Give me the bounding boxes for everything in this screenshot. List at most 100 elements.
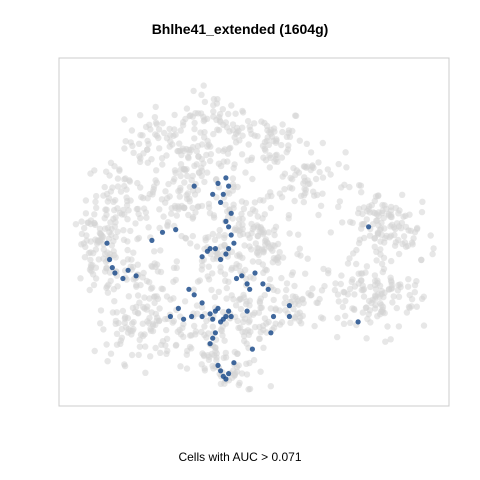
cell-point [137,131,144,139]
cell-point [127,227,134,235]
cell-point [371,243,378,250]
cell-point [299,295,306,303]
cell-point [319,174,327,181]
cell-point [272,223,280,230]
cell-point [133,205,140,213]
cell-point [109,184,116,191]
cell-point [382,338,389,345]
cell-point [292,112,299,119]
cell-point [291,315,298,322]
cell-point [319,190,326,197]
cell-point [216,226,223,234]
cell-point [193,243,201,250]
cell-point [359,210,366,218]
cell-point [335,298,342,305]
cell-point [106,229,113,236]
cell-point [204,169,211,176]
cell-point [371,305,379,312]
cell-point [390,293,397,300]
cell-point [413,303,420,310]
cell-point [205,263,212,270]
cell-point [408,296,416,303]
cell-point [146,279,153,286]
high-auc-cell-point [207,246,213,252]
cell-point [210,113,217,120]
high-auc-cell-point [218,368,224,374]
cell-point [346,183,353,191]
cell-point [145,224,152,231]
cell-point [152,131,159,138]
cell-point [210,365,217,372]
cell-point [144,146,151,153]
cell-point [343,164,350,171]
cell-point [255,309,263,316]
cell-point [260,344,267,351]
cell-point [365,297,373,305]
cell-point [163,293,171,300]
cell-point [189,143,197,151]
cell-point [276,249,283,256]
cell-point [344,260,352,267]
cell-point [181,166,188,173]
high-auc-cell-point [270,313,277,320]
cell-point [107,219,114,226]
cell-point [270,296,277,304]
cell-point [217,326,225,333]
cell-point [225,110,232,118]
cell-point [209,270,216,277]
cell-point [152,310,160,318]
high-auc-cell-point [223,376,229,382]
cell-point [117,340,124,348]
cell-point [249,258,257,265]
cell-point [337,280,344,288]
high-auc-cell-point [244,308,250,314]
cell-point [229,181,237,188]
cell-point [168,210,175,217]
cell-point [327,171,334,178]
cell-point [371,209,379,217]
cell-point [102,206,109,213]
cell-point [139,274,146,281]
cell-point [371,295,379,303]
cell-point [381,239,388,246]
cell-point [264,193,272,200]
cell-point [335,203,342,210]
cell-point [194,278,202,285]
cell-point [161,129,168,137]
cell-point [408,239,416,246]
cell-point [184,172,191,180]
cell-point [163,152,170,159]
cell-point [257,329,264,336]
cell-point [429,250,436,258]
cell-point [233,261,240,268]
cell-point [363,335,370,342]
cell-point [262,147,269,154]
cell-point [336,198,344,205]
cell-point [419,198,426,205]
cell-point [372,286,380,293]
cell-point [418,256,425,263]
cell-point [237,305,245,313]
high-auc-cell-point [226,224,232,230]
cell-point [120,259,127,266]
cell-point [246,312,253,319]
cell-point [114,283,121,290]
cell-point [245,386,252,393]
cell-point [239,107,246,115]
cell-point [116,209,124,217]
cell-point [290,305,297,313]
cell-point [274,240,282,248]
cell-point [101,215,108,222]
cell-point [130,149,137,156]
cell-point [153,261,161,268]
cell-point [334,291,342,298]
cell-point [278,274,285,282]
cell-point [279,173,286,180]
cell-point [270,324,278,331]
cell-point [297,314,304,321]
cell-point [296,245,303,252]
plot-frame [58,57,450,407]
cell-point [111,298,118,305]
cell-point [406,211,413,218]
cell-point [205,276,213,283]
